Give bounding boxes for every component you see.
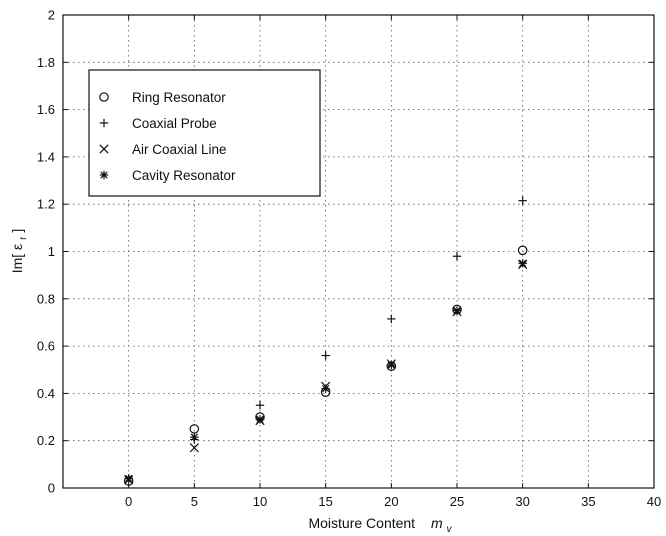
x-tick-label: 5	[191, 494, 198, 509]
x-axis-label-text: Moisture Content	[308, 515, 415, 531]
x-tick-label: 15	[318, 494, 332, 509]
x-tick-label: 35	[581, 494, 595, 509]
legend-label-coaxial-probe: Coaxial Probe	[132, 116, 217, 131]
tick-labels: 0 5 10 15 20 25 30 35 40 0 0.2 0.4 0.6 0.8 1 1.2 1.4 1.6 1…	[37, 8, 661, 510]
point-cavity-resonator	[321, 384, 330, 393]
point-cavity-resonator	[255, 415, 265, 424]
y-axis-label-subscript: r	[18, 236, 29, 240]
point-coaxial-probe	[387, 314, 396, 324]
x-axis-label-symbol: m	[431, 515, 443, 531]
point-cavity-resonator	[190, 432, 199, 442]
point-coaxial-probe	[321, 351, 330, 360]
x-tick-label: 10	[253, 494, 267, 509]
x-tick-label: 40	[647, 494, 661, 509]
y-tick-label: 0.6	[37, 339, 55, 354]
y-tick-label: 1.6	[37, 102, 55, 117]
point-cavity-resonator	[387, 360, 396, 370]
legend-marker-coaxial-probe	[99, 118, 109, 128]
point-coaxial-probe	[452, 252, 462, 261]
point-cavity-resonator	[452, 306, 462, 315]
x-axis-label: Moisture Content m v	[308, 515, 452, 535]
x-tick-label: 30	[515, 494, 529, 509]
y-tick-label: 0.8	[37, 291, 55, 306]
point-cavity-resonator	[124, 474, 133, 483]
point-ring-resonator	[517, 245, 528, 256]
legend-label-ring-resonator: Ring Resonator	[132, 90, 226, 105]
legend-label-air-coaxial-line: Air Coaxial Line	[132, 142, 227, 157]
y-axis-label: Im[ ε r ]	[9, 229, 29, 274]
point-air-coaxial-line	[189, 443, 199, 453]
legend-box	[88, 69, 321, 197]
y-tick-label: 1.4	[37, 149, 55, 164]
x-axis-label-subscript: v	[447, 524, 453, 535]
y-tick-label: 0.2	[37, 433, 55, 448]
legend-marker-ring-resonator	[99, 92, 109, 102]
x-tick-label: 20	[384, 494, 398, 509]
y-tick-label: 1.2	[37, 197, 55, 212]
y-tick-label: 0	[48, 481, 55, 496]
legend: Ring Resonator Coaxial Probe Air Coaxial L…	[88, 69, 321, 197]
x-tick-label: 25	[450, 494, 464, 509]
legend-label-cavity-resonator: Cavity Resonator	[132, 168, 236, 183]
point-coaxial-probe	[255, 401, 265, 410]
point-cavity-resonator	[518, 259, 527, 268]
data-points	[123, 196, 528, 486]
y-axis-label-text: Im[ ε	[9, 244, 25, 274]
grid-lines	[63, 15, 654, 488]
x-tick-label: 0	[125, 494, 132, 509]
axis-ticks	[63, 14, 655, 489]
y-tick-label: 2	[48, 8, 55, 23]
y-tick-label: 0.4	[37, 386, 55, 401]
legend-marker-air-coaxial-line	[99, 144, 109, 154]
y-tick-label: 1.8	[37, 55, 55, 70]
point-coaxial-probe	[518, 196, 527, 205]
y-axis-label-close: ]	[9, 229, 25, 233]
y-tick-label: 1	[48, 244, 55, 259]
legend-marker-cavity-resonator	[99, 170, 109, 180]
